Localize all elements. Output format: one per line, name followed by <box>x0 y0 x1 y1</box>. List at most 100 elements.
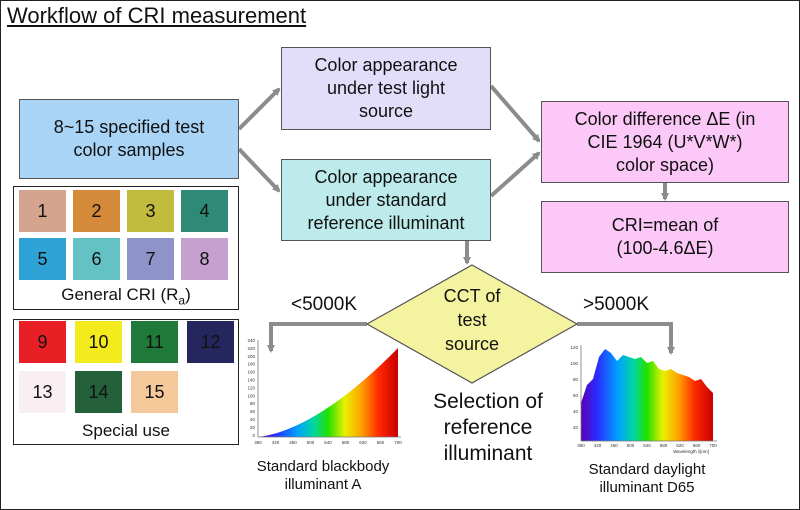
illuminant-d65-caption-line-1: Standard daylight <box>588 461 706 478</box>
special-swatch-10: 10 <box>75 321 122 363</box>
a-ytick-200: 200 <box>247 354 255 359</box>
a-xtick-460: 460 <box>289 440 297 445</box>
special-swatch-14: 14 <box>75 371 122 413</box>
d65-ytick-80: 80 <box>573 377 579 382</box>
general-swatch-5: 5 <box>19 238 66 280</box>
a-xtick-540: 540 <box>324 440 332 445</box>
reference-illuminant-box: Color appearance under standard referenc… <box>281 159 491 241</box>
general-swatch-2: 2 <box>73 190 120 232</box>
illuminant-a-caption-line-2: illuminant A <box>284 476 362 493</box>
cri-box: CRI=mean of (100-4.6ΔE) <box>541 201 789 273</box>
special-swatch-12: 12 <box>187 321 234 363</box>
color-difference-box: Color difference ΔE (in CIE 1964 (U*V*W*… <box>541 101 789 183</box>
cct-text: CCT of test source <box>415 284 529 356</box>
cct-diamond <box>365 264 579 384</box>
general-swatch-3: 3 <box>127 190 174 232</box>
cri-line-1: CRI=mean of <box>611 215 719 235</box>
cct-line-1: CCT of <box>443 286 501 306</box>
reference-line-2: under standard <box>325 189 447 210</box>
a-xtick-580: 580 <box>342 440 350 445</box>
d65-xtick-460: 460 <box>610 443 618 448</box>
selection-line-3: illuminant <box>443 442 533 465</box>
d65-xtick-380: 380 <box>577 443 585 448</box>
a-ytick-100: 100 <box>247 393 255 398</box>
general-swatch-6: 6 <box>73 238 120 280</box>
arrow-samples-to-test <box>237 87 281 131</box>
arrow-reference-to-diff <box>489 151 541 198</box>
illuminant-d65-curve <box>581 349 713 441</box>
cct-line-3: source <box>444 334 500 354</box>
illuminant-d65-caption-line-2: illuminant D65 <box>599 479 695 496</box>
special-swatch-9: 9 <box>19 321 66 363</box>
selection-text: Selection of reference illuminant <box>413 389 563 467</box>
arrow-samples-to-reference <box>237 147 281 193</box>
reference-line-3: reference illuminant <box>307 212 465 233</box>
arrow-test-to-diff <box>489 84 541 143</box>
general-swatch-7: 7 <box>127 238 174 280</box>
d65-ytick-120: 120 <box>570 345 578 350</box>
branch-low-label: <5000K <box>291 294 358 315</box>
general-cri-caption-sub: a <box>178 293 186 308</box>
illuminant-d65-plot: 120 100 80 60 40 20 380 420 460 500 540 580 620 660 7… <box>570 345 717 454</box>
d65-xtick-620: 620 <box>676 443 684 448</box>
a-ytick-20: 20 <box>250 425 256 430</box>
test-light-line-3: source <box>358 101 414 121</box>
special-use-caption: Special use <box>82 421 170 440</box>
a-xtick-700: 700 <box>394 440 402 445</box>
d65-xlabel: Wavelength λ[nm] <box>673 449 709 454</box>
selection-line-1: Selection of <box>433 390 543 413</box>
general-cri-caption-text: General CRI (R <box>61 285 179 304</box>
cct-line-2: test <box>457 310 487 330</box>
d65-ytick-100: 100 <box>570 361 578 366</box>
illuminant-a-curve <box>258 348 398 437</box>
test-samples-line-2: color samples <box>73 140 185 160</box>
test-samples-box: 8~15 specified test color samples <box>19 99 239 179</box>
d65-xtick-700: 700 <box>709 443 717 448</box>
a-xtick-500: 500 <box>307 440 315 445</box>
a-ytick-0: 0 <box>252 433 255 438</box>
a-ytick-160: 160 <box>247 370 255 375</box>
color-diff-line-1: Color difference ΔE (in <box>574 108 756 129</box>
general-swatch-4: 4 <box>181 190 228 232</box>
cri-line-2: (100-4.6ΔE) <box>616 238 714 258</box>
test-light-box: Color appearance under test light source <box>281 47 491 130</box>
a-ytick-140: 140 <box>247 378 255 383</box>
a-xtick-660: 660 <box>377 440 385 445</box>
d65-ytick-20: 20 <box>573 425 579 430</box>
a-ytick-40: 40 <box>250 417 256 422</box>
page-title: Workflow of CRI measurement <box>7 3 307 28</box>
illuminant-a-caption-line-1: Standard blackbody <box>256 458 390 475</box>
a-ytick-220: 220 <box>247 346 255 351</box>
d65-xtick-500: 500 <box>627 443 635 448</box>
a-xtick-620: 620 <box>359 440 367 445</box>
general-cri-caption-end: ) <box>185 285 191 304</box>
branch-high-label: >5000K <box>583 294 650 315</box>
a-ytick-240: 240 <box>247 338 255 343</box>
special-swatch-13: 13 <box>19 371 66 413</box>
special-swatch-11: 11 <box>131 321 178 363</box>
d65-ytick-60: 60 <box>573 393 579 398</box>
selection-line-2: reference <box>443 416 533 439</box>
a-xtick-420: 420 <box>272 440 280 445</box>
d65-xtick-660: 660 <box>693 443 701 448</box>
d65-xtick-580: 580 <box>660 443 668 448</box>
a-ytick-180: 180 <box>247 362 255 367</box>
illuminant-d65-caption: Standard daylight illuminant D65 <box>557 461 737 497</box>
reference-line-1: Color appearance <box>314 166 458 187</box>
test-light-line-2: under test light <box>326 78 446 98</box>
d65-xtick-540: 540 <box>643 443 651 448</box>
arrow-cct-high <box>577 322 675 355</box>
arrow-cct-low <box>267 322 367 353</box>
d65-xtick-420: 420 <box>594 443 602 448</box>
test-samples-line-1: 8~15 specified test <box>53 117 205 137</box>
general-swatch-8: 8 <box>181 238 228 280</box>
a-ytick-120: 120 <box>247 385 255 390</box>
a-ytick-80: 80 <box>250 401 256 406</box>
general-cri-caption: General CRI (Ra) <box>13 285 239 307</box>
a-xtick-380: 380 <box>254 440 262 445</box>
special-swatch-15: 15 <box>131 371 178 413</box>
d65-ytick-40: 40 <box>573 409 579 414</box>
